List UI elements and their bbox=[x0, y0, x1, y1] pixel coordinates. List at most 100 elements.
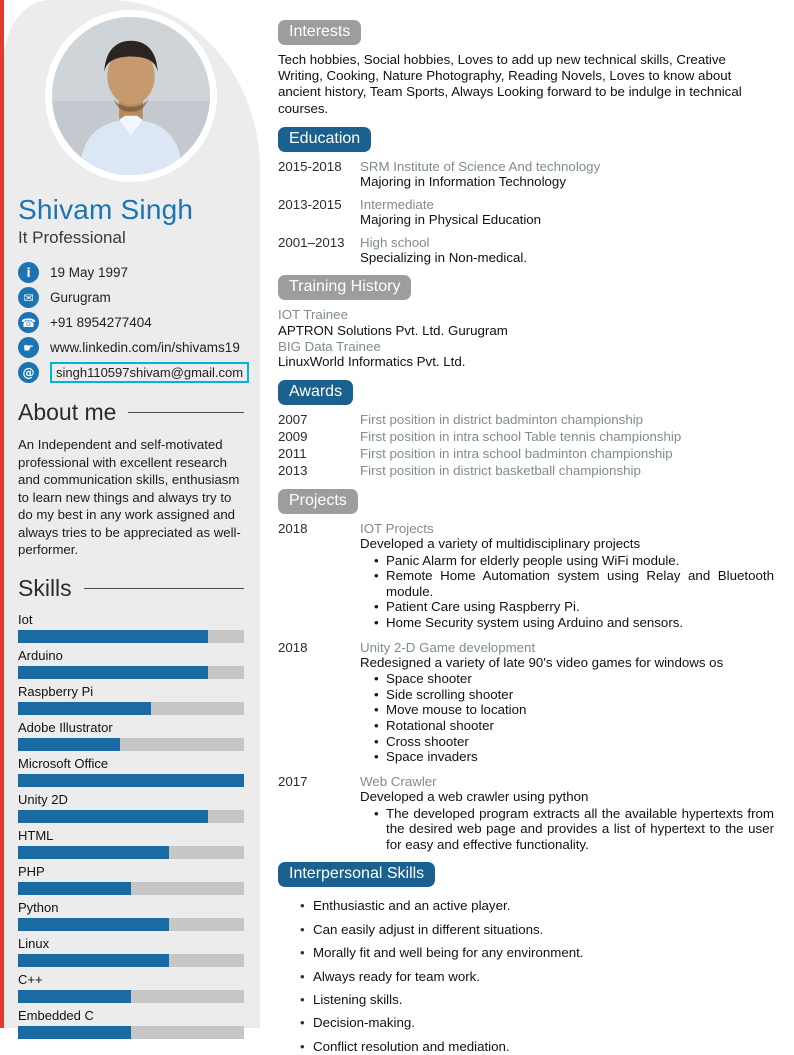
skill-bar-fill bbox=[18, 701, 152, 715]
project-bullet: Space invaders bbox=[374, 749, 774, 765]
sidebar: Shivam Singh It Professional i 19 May 19… bbox=[4, 0, 260, 1039]
contact-text-location: Gurugram bbox=[50, 290, 111, 305]
project-bullet: The developed program extracts all the a… bbox=[374, 806, 774, 853]
skill-item: Microsoft Office bbox=[18, 756, 244, 787]
skill-item: Python bbox=[18, 900, 244, 931]
email-link[interactable]: singh110597shivam@gmail.com bbox=[50, 362, 250, 383]
list-item: Enthusiastic and an active player. bbox=[300, 898, 774, 914]
heading-rule bbox=[128, 412, 244, 413]
project-bullets: Panic Alarm for elderly people using WiF… bbox=[360, 553, 774, 631]
project-body: Web Crawler Developed a web crawler usin… bbox=[360, 774, 774, 852]
award-text: First position in district basketball ch… bbox=[360, 463, 641, 479]
skill-item: Linux bbox=[18, 936, 244, 967]
award-item: 2013 First position in district basketba… bbox=[278, 463, 774, 479]
profile-photo-placeholder bbox=[52, 17, 210, 175]
project-year: 2018 bbox=[278, 520, 308, 536]
contact-list: i 19 May 1997 ✉ Gurugram ☎ +91 895427740… bbox=[18, 262, 250, 383]
project-item: 2017 Web Crawler Developed a web crawler… bbox=[278, 774, 774, 852]
link-icon: ☛ bbox=[18, 337, 39, 358]
project-subtitle: Developed a variety of multidisciplinary… bbox=[360, 536, 641, 552]
section-education: Education 2015-2018 SRM Institute of Sci… bbox=[278, 126, 774, 266]
contact-text-birthdate: 19 May 1997 bbox=[50, 265, 129, 280]
skill-item: Arduino bbox=[18, 648, 244, 679]
skill-bar-track bbox=[18, 737, 244, 751]
project-bullet: Cross shooter bbox=[374, 734, 774, 750]
profile-name: Shivam Singh bbox=[18, 194, 194, 225]
skills-heading-label: Skills bbox=[18, 574, 72, 601]
skill-label: Unity 2D bbox=[18, 791, 68, 807]
heading-rule bbox=[83, 587, 244, 589]
education-detail: Majoring in Physical Education bbox=[360, 212, 542, 228]
section-awards: Awards 2007 First position in district b… bbox=[278, 380, 774, 479]
training-line: LinuxWorld Informatics Pvt. Ltd. bbox=[278, 354, 466, 370]
skill-bar-track bbox=[18, 701, 244, 715]
skill-bar-fill bbox=[18, 881, 131, 895]
project-body: IOT Projects Developed a variety of mult… bbox=[360, 521, 774, 631]
linkedin-url[interactable]: www.linkedin.com/in/shivams19 bbox=[50, 340, 240, 355]
skill-label: C++ bbox=[18, 971, 43, 987]
skill-item: C++ bbox=[18, 972, 244, 1003]
education-school: Intermediate bbox=[360, 196, 434, 212]
interpersonal-list: Enthusiastic and an active player. Can e… bbox=[278, 898, 774, 1055]
education-body: High school Specializing in Non-medical. bbox=[360, 235, 774, 266]
list-item: Decision-making. bbox=[300, 1015, 774, 1031]
education-years: 2001–2013 bbox=[278, 234, 345, 250]
project-title: IOT Projects bbox=[360, 520, 434, 536]
project-item: 2018 Unity 2-D Game development Redesign… bbox=[278, 640, 774, 765]
main-column: Interests Tech hobbies, Social hobbies, … bbox=[278, 0, 778, 1055]
skill-bar-track bbox=[18, 773, 244, 787]
award-item: 2009 First position in intra school Tabl… bbox=[278, 429, 774, 445]
skill-bar-track bbox=[18, 845, 244, 859]
education-item: 2013-2015 Intermediate Majoring in Physi… bbox=[278, 197, 774, 228]
skill-bar-fill bbox=[18, 773, 244, 787]
education-school: High school bbox=[360, 234, 430, 250]
skill-label: Arduino bbox=[18, 647, 63, 663]
project-year: 2018 bbox=[278, 639, 308, 655]
project-item: 2018 IOT Projects Developed a variety of… bbox=[278, 521, 774, 631]
project-year: 2017 bbox=[278, 773, 308, 789]
education-body: SRM Institute of Science And technology … bbox=[360, 159, 774, 190]
project-bullets: The developed program extracts all the a… bbox=[360, 806, 774, 853]
about-text: An Independent and self-motivated profes… bbox=[18, 437, 241, 558]
award-text: First position in intra school Table ten… bbox=[360, 429, 682, 445]
skill-bar-fill bbox=[18, 665, 208, 679]
skill-label: Raspberry Pi bbox=[18, 683, 94, 699]
contact-linkedin: ☛ www.linkedin.com/in/shivams19 bbox=[18, 337, 244, 358]
education-body: Intermediate Majoring in Physical Educat… bbox=[360, 197, 774, 228]
training-line: BIG Data Trainee bbox=[278, 338, 381, 354]
skill-bar-track bbox=[18, 665, 244, 679]
skill-bar-track bbox=[18, 629, 244, 643]
education-detail: Specializing in Non-medical. bbox=[360, 249, 528, 265]
award-year: 2011 bbox=[278, 446, 307, 462]
award-item: 2007 First position in district badminto… bbox=[278, 412, 774, 428]
skill-label: Python bbox=[18, 899, 59, 915]
project-bullet: Panic Alarm for elderly people using WiF… bbox=[374, 553, 774, 569]
left-accent-stripe bbox=[0, 0, 4, 1028]
skill-bar-track bbox=[18, 809, 244, 823]
contact-phone: ☎ +91 8954277404 bbox=[18, 312, 244, 333]
project-body: Unity 2-D Game development Redesigned a … bbox=[360, 640, 774, 765]
about-heading: About me bbox=[18, 399, 244, 426]
skill-item: Embedded C bbox=[18, 1008, 244, 1039]
phone-icon: ☎ bbox=[18, 312, 39, 333]
education-item: 2001–2013 High school Specializing in No… bbox=[278, 235, 774, 266]
skill-bar-track bbox=[18, 917, 244, 931]
skill-bar-fill bbox=[18, 737, 120, 751]
project-bullet: Side scrolling shooter bbox=[374, 687, 774, 703]
award-year: 2013 bbox=[278, 463, 308, 479]
project-bullet: Patient Care using Raspberry Pi. bbox=[374, 599, 774, 615]
skill-list: Iot Arduino Raspberry Pi Adobe Illustrat… bbox=[18, 612, 244, 1039]
education-item: 2015-2018 SRM Institute of Science And t… bbox=[278, 159, 774, 190]
contact-email: @ singh110597shivam@gmail.com bbox=[18, 362, 250, 383]
section-projects: Projects 2018 IOT Projects Developed a v… bbox=[278, 488, 774, 852]
skill-label: Embedded C bbox=[18, 1007, 94, 1023]
training-line: APTRON Solutions Pvt. Ltd. Gurugram bbox=[278, 323, 508, 339]
section-training-history: Training History IOT Trainee APTRON Solu… bbox=[278, 275, 774, 370]
training-line: IOT Trainee bbox=[278, 307, 348, 323]
list-item: Listening skills. bbox=[300, 992, 774, 1008]
skill-bar-fill bbox=[18, 629, 208, 643]
project-subtitle: Developed a web crawler using python bbox=[360, 789, 589, 805]
skill-bar-track bbox=[18, 953, 244, 967]
list-item: Conflict resolution and mediation. bbox=[300, 1039, 774, 1055]
project-title: Unity 2-D Game development bbox=[360, 639, 536, 655]
